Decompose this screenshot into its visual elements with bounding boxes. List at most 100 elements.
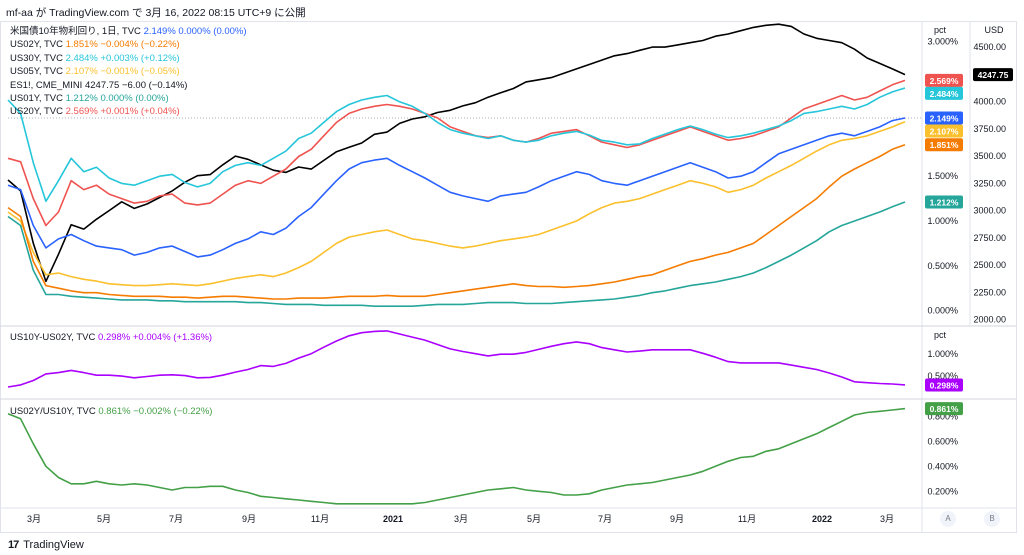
y-tick-label: 1.500% <box>927 171 958 181</box>
x-tick-label: 3月 <box>454 514 468 524</box>
y-tick-label-right: 3250.00 <box>973 178 1006 188</box>
y-tick-label: 0.800% <box>927 411 958 421</box>
last-value-badge-usd: 4247.75 <box>973 68 1013 82</box>
publish-info: mf-aa が TradingView.com で 3月 16, 2022 08… <box>6 7 306 19</box>
legend-value: 2.569% +0.001% (+0.04%) <box>65 106 180 118</box>
x-tick-label: 11月 <box>311 514 329 524</box>
legend-value: 2.149% 0.000% (0.00%) <box>143 26 247 37</box>
log-scale-button[interactable]: B <box>984 511 1000 527</box>
legend-row-2[interactable]: US30Y, TVC 2.484% +0.003% (+0.12%) <box>10 52 247 65</box>
y-axis-unit: pct <box>934 25 947 35</box>
y-tick-label: 1.000% <box>927 349 958 359</box>
y-tick-label-right: 2250.00 <box>973 287 1006 297</box>
last-value-badge: 2.149% <box>925 111 963 125</box>
y-tick-label: 0.000% <box>927 306 958 316</box>
y-tick-label: 0.500% <box>927 261 958 271</box>
y-tick-label-right: 4000.00 <box>973 97 1006 107</box>
series-line-us02y <box>7 143 906 300</box>
svg-text:2.569%: 2.569% <box>930 76 959 86</box>
legend-row-1[interactable]: US02Y, TVC 1.851% −0.004% (−0.22%) <box>10 38 247 51</box>
last-value-badge: 0.298% <box>925 378 963 392</box>
y-tick-label: 0.500% <box>927 371 958 381</box>
svg-text:2.107%: 2.107% <box>930 127 959 137</box>
legend-symbol: 米国債10年物利回り, 1日, TVC <box>10 26 141 37</box>
x-tick-label: 9月 <box>670 514 684 524</box>
legend-symbol: US10Y-US02Y, TVC <box>10 332 96 343</box>
legend-value: 4247.75 −6.00 (−0.14%) <box>84 79 188 91</box>
series-line-us20y <box>7 79 906 227</box>
footer: 17 TradingView <box>8 539 84 551</box>
legend-value: 2.484% +0.003% (+0.12%) <box>65 52 180 64</box>
series-line-spread <box>7 330 906 388</box>
svg-text:0.298%: 0.298% <box>930 380 959 390</box>
series-line-us01y <box>7 201 906 308</box>
last-value-badge: 2.484% <box>925 86 963 100</box>
brand-label[interactable]: TradingView <box>23 539 84 551</box>
legend-row-6[interactable]: US20Y, TVC 2.569% +0.001% (+0.04%) <box>10 105 247 118</box>
series-line-ratio <box>7 407 906 505</box>
y-tick-label-right: 3000.00 <box>973 206 1006 216</box>
legend-value: 2.107% −0.001% (−0.05%) <box>65 66 180 78</box>
y-tick-label: 0.400% <box>927 461 958 471</box>
x-tick-label: 9月 <box>242 514 256 524</box>
svg-text:1.212%: 1.212% <box>930 198 959 208</box>
series-line-us30y <box>7 87 906 203</box>
y-tick-label: 1.000% <box>927 216 958 226</box>
y-tick-label: 3.000% <box>927 37 958 47</box>
legend-symbol: US01Y, TVC <box>10 92 63 104</box>
last-value-badge: 2.569% <box>925 73 963 87</box>
legend-symbol: US20Y, TVC <box>10 106 63 118</box>
legend-row-3[interactable]: US05Y, TVC 2.107% −0.001% (−0.05%) <box>10 65 247 78</box>
series-line-us10y <box>7 117 906 258</box>
legend-symbol: US30Y, TVC <box>10 52 63 64</box>
y-tick-label-right: 2500.00 <box>973 260 1006 270</box>
tradingview-logo-icon: 17 <box>8 539 19 551</box>
last-value-badge: 0.861% <box>925 402 963 416</box>
y-axis-unit-right: USD <box>984 25 1004 35</box>
y-tick-label-right: 2750.00 <box>973 233 1006 243</box>
last-value-badge: 1.851% <box>925 138 963 152</box>
y-tick-label: 0.200% <box>927 486 958 496</box>
x-tick-label: 3月 <box>27 514 41 524</box>
x-tick-label: 2022 <box>812 514 832 524</box>
x-tick-label: 7月 <box>169 514 183 524</box>
y-tick-label-right: 3500.00 <box>973 151 1006 161</box>
ratio-legend: US02Y/US10Y, TVC 0.861% −0.002% (−0.22%) <box>10 405 212 418</box>
y-axis-unit: pct <box>934 330 947 340</box>
legend-row-4[interactable]: ES1!, CME_MINI 4247.75 −6.00 (−0.14%) <box>10 79 247 92</box>
legend-row-5[interactable]: US01Y, TVC 1.212% 0.000% (0.00%) <box>10 92 247 105</box>
legend-value: 0.298% +0.004% (+1.36%) <box>98 332 213 343</box>
x-tick-label: 11月 <box>738 514 756 524</box>
x-tick-label: 5月 <box>97 514 111 524</box>
y-tick-label-right: 4500.00 <box>973 42 1006 52</box>
y-tick-label-right: 3750.00 <box>973 124 1006 134</box>
last-value-badge: 1.212% <box>925 195 963 209</box>
main-legend: 米国債10年物利回り, 1日, TVC 2.149% 0.000% (0.00%… <box>10 25 247 119</box>
series-line-us05y <box>7 121 906 287</box>
chart-border <box>0 21 1017 533</box>
legend-value: 1.851% −0.004% (−0.22%) <box>65 39 180 51</box>
legend-row-0[interactable]: 米国債10年物利回り, 1日, TVC 2.149% 0.000% (0.00%… <box>10 25 247 38</box>
svg-text:4247.75: 4247.75 <box>978 70 1009 80</box>
legend-row-spread[interactable]: US10Y-US02Y, TVC 0.298% +0.004% (+1.36%) <box>10 331 212 344</box>
x-tick-label: 7月 <box>598 514 612 524</box>
y-tick-label-right: 2000.00 <box>973 315 1006 325</box>
x-tick-label: 5月 <box>527 514 541 524</box>
legend-symbol: US02Y/US10Y, TVC <box>10 406 96 417</box>
legend-symbol: US02Y, TVC <box>10 39 63 51</box>
spread-legend: US10Y-US02Y, TVC 0.298% +0.004% (+1.36%) <box>10 331 212 344</box>
last-value-badge: 2.107% <box>925 124 963 138</box>
legend-row-ratio[interactable]: US02Y/US10Y, TVC 0.861% −0.002% (−0.22%) <box>10 405 212 418</box>
x-tick-label: 3月 <box>880 514 894 524</box>
svg-text:1.851%: 1.851% <box>930 140 959 150</box>
auto-scale-button[interactable]: A <box>940 511 956 527</box>
legend-value: 1.212% 0.000% (0.00%) <box>65 92 169 104</box>
svg-text:0.861%: 0.861% <box>930 404 959 414</box>
svg-text:2.149%: 2.149% <box>930 114 959 124</box>
legend-value: 0.861% −0.002% (−0.22%) <box>98 406 213 417</box>
x-tick-label: 2021 <box>383 514 403 524</box>
series-line-es1 <box>7 23 906 283</box>
svg-text:2.484%: 2.484% <box>930 89 959 99</box>
y-tick-label: 0.600% <box>927 436 958 446</box>
